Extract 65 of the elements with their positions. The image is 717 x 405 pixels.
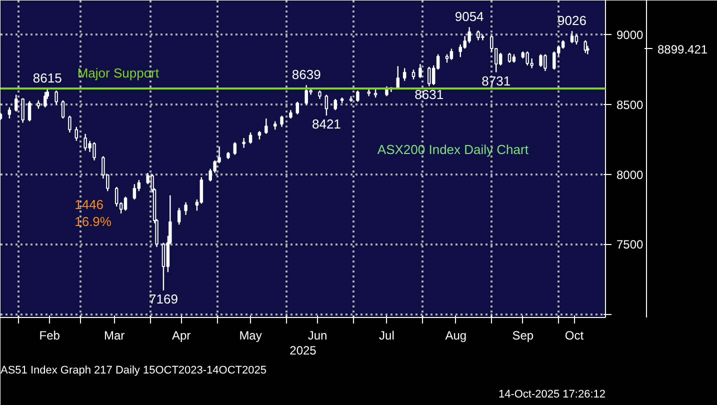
candlestick: [132, 184, 136, 200]
candlestick: [450, 48, 454, 60]
candlestick: [508, 52, 512, 64]
candlestick: [74, 126, 78, 142]
y-tick-label: 8500: [616, 98, 644, 112]
y-tick-label: 8000: [616, 168, 644, 182]
annotation: 7169: [149, 291, 178, 306]
x-tick-label: Mar: [104, 328, 125, 342]
x-tick-label: Feb: [39, 328, 60, 342]
candlestick: [498, 52, 502, 66]
annotation: 8731: [482, 73, 511, 88]
candlestick: [412, 69, 416, 80]
candlestick: [574, 34, 578, 46]
candlestick: [428, 66, 431, 87]
annotation: 9054: [454, 9, 484, 24]
annotation: ASX200 Index Daily Chart: [377, 142, 529, 157]
candlestick: [296, 101, 300, 115]
candlestick: [44, 91, 47, 108]
candlestick: [28, 100, 32, 122]
x-tick-label: Oct: [564, 328, 584, 342]
x-tick-label: Jun: [308, 328, 328, 342]
candlestick: [184, 202, 188, 216]
annotation: 8631: [414, 87, 444, 102]
candlestick: [570, 30, 574, 44]
text: 14-Oct-2025 17:26:12: [498, 388, 606, 400]
candlestick: [68, 115, 72, 134]
candlestick: [233, 142, 237, 156]
annotation: 8421: [312, 116, 341, 132]
candlestick: [280, 115, 284, 128]
x-tick-label: Aug: [445, 328, 467, 342]
y-tick-label: 9000: [616, 28, 644, 42]
x-tick-label: Apr: [172, 328, 191, 342]
x-tick-label: May: [239, 328, 262, 342]
candlestick: [248, 132, 252, 144]
candlestick: [177, 207, 181, 226]
candlestick: [242, 137, 246, 148]
candlestick: [114, 186, 118, 208]
candlestick: [418, 63, 422, 79]
annotation: 9026: [558, 13, 586, 28]
annotation: 8615: [32, 70, 62, 86]
candlestick: [334, 98, 337, 111]
text: 8899.421: [658, 42, 708, 56]
candlestick: [402, 68, 406, 82]
annotation: 16.9%: [74, 214, 112, 229]
candlestick: [8, 106, 12, 120]
candlestick: [552, 50, 556, 70]
candlestick: [264, 118, 268, 134]
candlestick: [356, 90, 360, 102]
candlestick: [162, 242, 166, 292]
candlestick: [324, 94, 328, 116]
candlestick: [458, 44, 462, 58]
candlestick: [14, 94, 18, 112]
y-tick-label: 7500: [616, 238, 644, 252]
candlestick: [54, 90, 58, 106]
x-tick-label: Sep: [512, 328, 534, 342]
candlestick: [61, 100, 65, 120]
candlestick: [21, 98, 24, 124]
text: AS51 Index Graph 217 Daily 15OCT2023-14OCT2025: [0, 364, 266, 376]
ref-line-label: Major Support: [77, 65, 160, 80]
annotation: 8639: [292, 67, 321, 82]
x-axis-title: 2025: [290, 344, 317, 358]
x-tick-label: Jul: [379, 328, 394, 342]
candlestick: [200, 176, 204, 204]
annotation: 1446: [74, 197, 104, 212]
candlestick: [124, 196, 128, 212]
